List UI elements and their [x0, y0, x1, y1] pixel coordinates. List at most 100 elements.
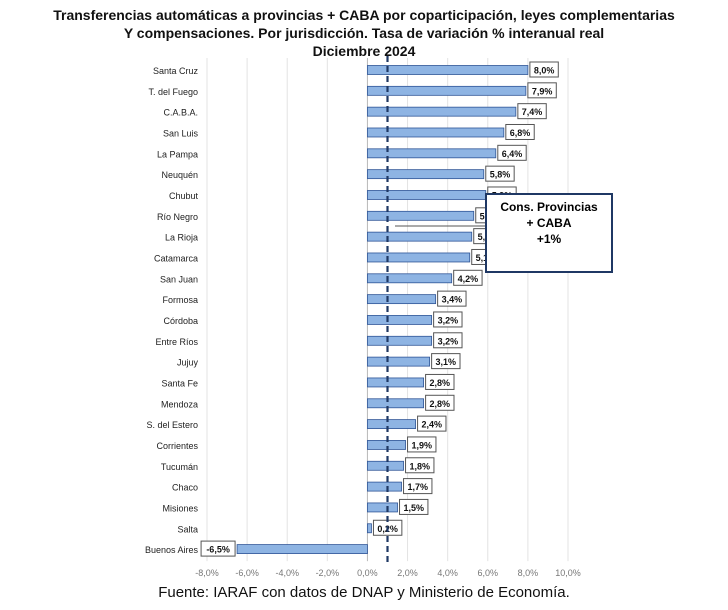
data-label-box — [431, 353, 461, 370]
category-label: Formosa — [162, 295, 198, 305]
category-label: Santa Fe — [161, 378, 198, 388]
category-label: San Luis — [163, 128, 199, 138]
bar — [367, 65, 529, 75]
category-label: Buenos Aires — [145, 545, 199, 555]
bar — [367, 335, 433, 346]
category-label: Catamarca — [154, 253, 198, 263]
title-line-2: Y compensaciones. Por jurisdicción. Tasa… — [123, 25, 605, 41]
category-label: Misiones — [162, 503, 198, 513]
data-label-box — [527, 82, 557, 99]
category-label: Entre Ríos — [155, 337, 198, 347]
data-label-box — [505, 123, 535, 140]
category-label: Mendoza — [161, 399, 198, 409]
bar — [367, 148, 497, 159]
x-tick-label: -2,0% — [316, 568, 340, 578]
data-label: 4,2% — [458, 274, 479, 284]
data-label-box — [200, 540, 236, 557]
bar — [367, 419, 416, 430]
bar — [367, 502, 398, 513]
bar — [367, 398, 425, 409]
category-label: Tucumán — [161, 462, 198, 472]
data-label-box — [417, 415, 447, 432]
bar — [367, 523, 372, 534]
category-label: Río Negro — [157, 212, 198, 222]
bar — [367, 210, 475, 221]
category-label: La Pampa — [157, 149, 198, 159]
bar — [367, 315, 433, 325]
data-label: 1,5% — [403, 503, 424, 513]
source-note: Fuente: IARAF con datos de DNAP y Minist… — [158, 584, 570, 601]
data-label: 3,2% — [438, 315, 459, 325]
bar — [367, 377, 425, 388]
data-label-box — [405, 457, 435, 474]
data-label-box — [529, 61, 559, 78]
data-label-box — [407, 436, 437, 453]
data-label: 6,4% — [502, 149, 523, 159]
title-line-1: Transferencias automáticas a provincias … — [53, 7, 675, 23]
data-label-box — [425, 373, 455, 390]
bar — [367, 231, 473, 242]
x-tick-label: -8,0% — [195, 568, 219, 578]
bar — [367, 252, 471, 263]
bar — [367, 169, 485, 180]
x-tick-label: 8,0% — [518, 568, 539, 578]
data-label-box — [437, 290, 467, 307]
x-tick-label: -4,0% — [275, 568, 299, 578]
annotation-line-2: + CABA — [526, 216, 572, 230]
category-label: Jujuy — [177, 358, 199, 368]
data-label: 3,4% — [442, 295, 463, 305]
data-label: 6,8% — [510, 128, 531, 138]
category-label: Salta — [177, 524, 198, 534]
data-label: -6,5% — [206, 545, 230, 555]
bar — [367, 106, 517, 117]
annotation-box: Cons. Provincias + CABA +1% — [485, 193, 613, 273]
x-tick-label: -6,0% — [235, 568, 259, 578]
annotation-line-3: +1% — [536, 232, 562, 246]
x-tick-label: 2,0% — [397, 568, 418, 578]
x-tick-label: 4,0% — [437, 568, 458, 578]
annotation-line-1: Cons. Provincias — [500, 200, 598, 214]
data-label-box — [433, 311, 463, 328]
data-label-box — [453, 269, 483, 286]
category-label: Santa Cruz — [153, 66, 199, 76]
data-label-box — [497, 144, 527, 161]
bar — [367, 294, 437, 305]
data-label-box — [425, 394, 455, 411]
data-label: 1,7% — [407, 482, 428, 492]
chart-title: Transferencias automáticas a provincias … — [0, 6, 728, 60]
category-label: Neuquén — [161, 170, 198, 180]
data-label: 3,2% — [438, 336, 459, 346]
data-label: 1,9% — [411, 440, 432, 450]
bar — [367, 356, 431, 367]
bar — [367, 127, 505, 138]
bar — [367, 481, 402, 492]
x-tick-label: 6,0% — [478, 568, 499, 578]
bar — [367, 190, 487, 200]
data-label: 2,8% — [430, 378, 451, 388]
bar — [367, 85, 527, 96]
data-label-box — [399, 498, 429, 515]
category-label: S. del Estero — [146, 420, 198, 430]
data-label-box — [433, 332, 463, 349]
category-label: Chubut — [169, 191, 199, 201]
data-label: 7,4% — [522, 107, 543, 117]
x-tick-label: 0,0% — [357, 568, 378, 578]
category-label: Córdoba — [163, 316, 198, 326]
data-label: 2,8% — [430, 399, 451, 409]
title-line-3: Diciembre 2024 — [312, 43, 416, 59]
bar — [367, 460, 404, 471]
category-label: San Juan — [160, 274, 198, 284]
data-label: 8,0% — [534, 66, 555, 76]
data-label-box — [485, 165, 515, 182]
data-label: 2,4% — [422, 420, 443, 430]
data-label: 5,8% — [490, 170, 511, 180]
category-label: C.A.B.A. — [163, 108, 198, 118]
category-label: Corrientes — [156, 441, 198, 451]
data-label: 7,9% — [532, 86, 553, 96]
x-tick-label: 10,0% — [555, 568, 581, 578]
category-label: La Rioja — [165, 233, 198, 243]
bar — [236, 544, 368, 554]
data-label-box — [517, 103, 547, 120]
category-label: Chaco — [172, 483, 198, 493]
